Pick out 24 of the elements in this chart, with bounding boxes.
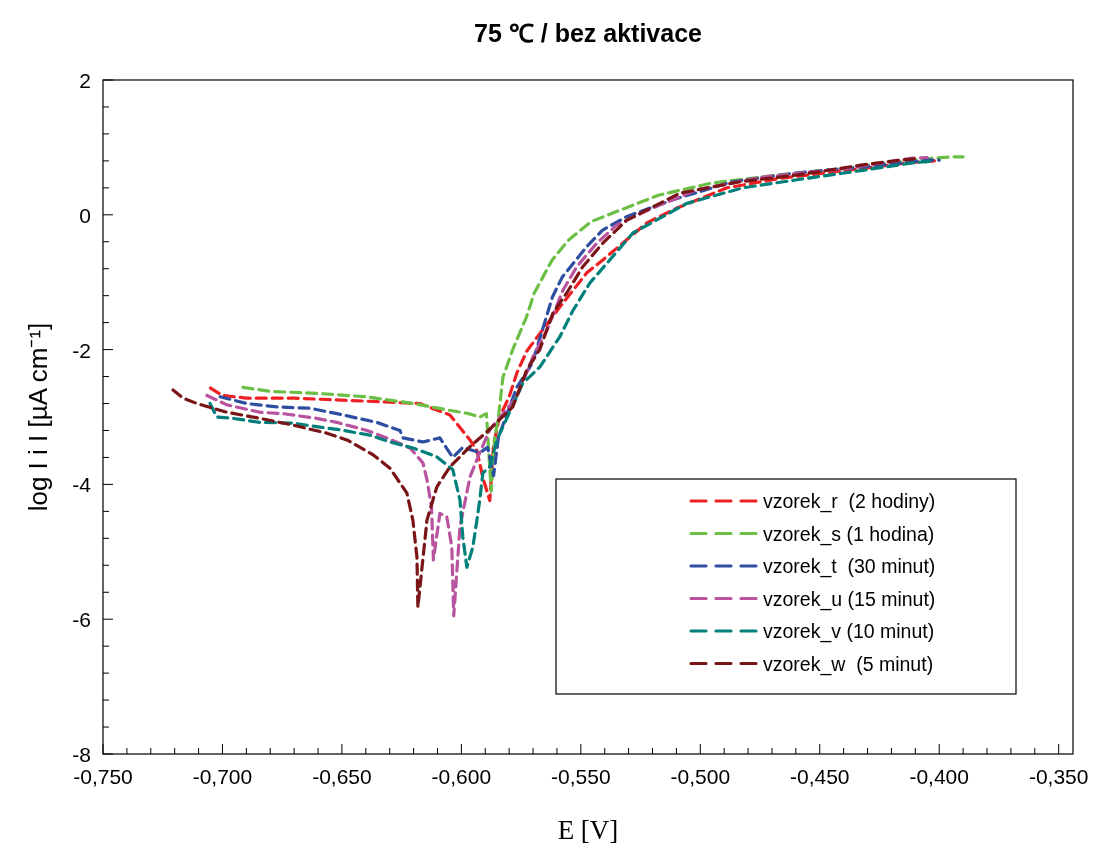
x-tick-label: -0,550 — [551, 765, 611, 788]
y-tick-label: -4 — [72, 473, 92, 497]
legend-label: vzorek_v (10 minut) — [763, 620, 935, 643]
x-tick-label: -0,500 — [670, 765, 731, 788]
y-tick-label: -2 — [72, 338, 91, 362]
x-tick-label: -0,450 — [789, 765, 850, 788]
legend-label: vzorek_r (2 hodiny) — [763, 490, 936, 513]
legend-label: vzorek_w (5 minut) — [763, 652, 934, 676]
x-axis-title: E [V] — [557, 815, 619, 845]
x-tick-label: -0,600 — [431, 765, 492, 788]
legend-label: vzorek_t (30 minut) — [763, 555, 936, 578]
x-tick-label: -0,750 — [73, 765, 133, 788]
chart-title: 75 ℃ / bez aktivace — [474, 19, 703, 47]
x-tick-label: -0,700 — [192, 765, 253, 788]
y-tick-label: 0 — [79, 203, 91, 227]
y-axis-title: log I i I [µA cm⁻¹] — [23, 322, 53, 512]
y-tick-label: -6 — [72, 608, 91, 632]
y-tick-label: 2 — [79, 69, 91, 92]
x-tick-label: -0,350 — [1028, 765, 1089, 788]
legend-label: vzorek_u (15 minut) — [763, 587, 936, 611]
legend-label: vzorek_s (1 hodina) — [763, 522, 935, 546]
x-tick-label: -0,650 — [312, 765, 372, 788]
x-tick-label: -0,400 — [909, 765, 969, 788]
y-tick-label: -8 — [72, 743, 91, 766]
